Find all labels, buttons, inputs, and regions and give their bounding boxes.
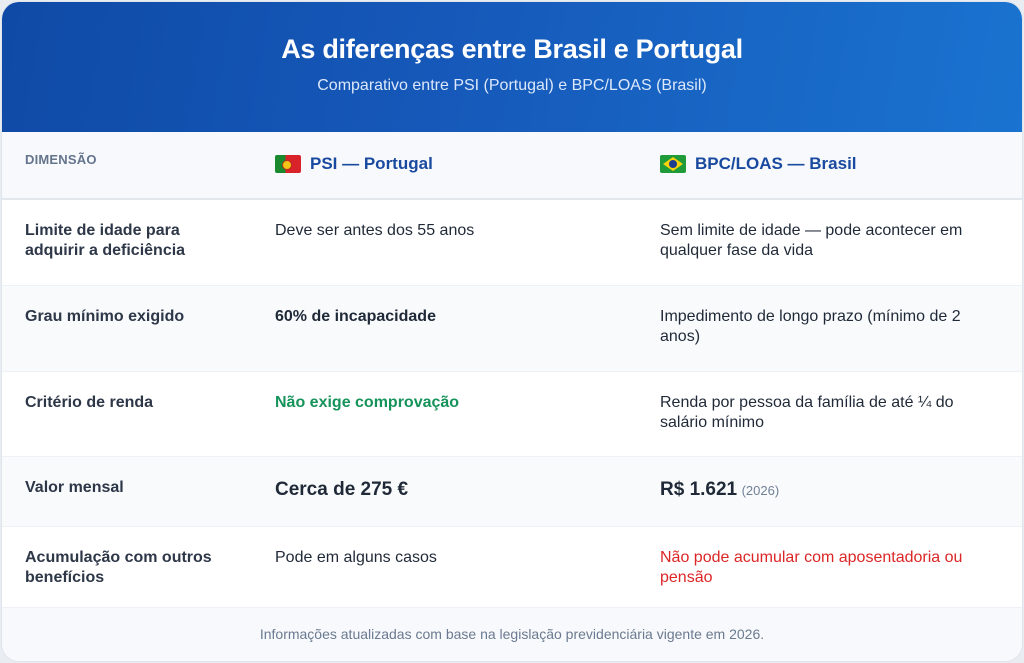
table-row-accumulation: Acumulação com outros benefícios Pode em… [2,527,1022,611]
row-brasil-value-group: R$ 1.621 (2026) [660,480,990,501]
brazil-flag-icon [660,155,686,173]
row-portugal-value: Deve ser antes dos 55 anos [275,222,475,239]
row-brasil-value: Renda por pessoa da família de até ¼ do … [660,394,954,431]
table-row-age-limit: Limite de idade para adquirir a deficiên… [2,200,1022,286]
row-brasil-value: Impedimento de longo prazo (mínimo de 2 … [660,308,961,345]
row-brasil-value: Não pode acumular com aposentadoria ou p… [660,549,963,586]
column-header-portugal-label: PSI — Portugal [310,154,433,173]
page-subtitle: Comparativo entre PSI (Portugal) e BPC/L… [317,77,707,94]
row-brasil-value: R$ 1.621 [660,479,738,500]
footer-note: Informações atualizadas com base na legi… [2,607,1022,661]
header-banner: As diferenças entre Brasil e Portugal Co… [2,2,1022,132]
row-dimension: Valor mensal [25,479,124,496]
row-dimension: Acumulação com outros benefícios [25,549,212,586]
row-portugal-value: 60% de incapacidade [275,308,436,325]
row-brasil-value: Sem limite de idade — pode acontecer em … [660,222,963,259]
portugal-flag-icon [275,155,301,173]
column-header-portugal: PSI — Portugal [275,154,433,174]
table-row-monthly-value: Valor mensal Cerca de 275 € R$ 1.621 (20… [2,457,1022,527]
column-header-dimension: DIMENSÃO [25,152,97,167]
row-portugal-value: Não exige comprovação [275,394,460,411]
table-row-income-criterion: Critério de renda Não exige comprovação … [2,372,1022,457]
column-header-brasil: BPC/LOAS — Brasil [660,154,990,174]
table-row-minimum-degree: Grau mínimo exigido 60% de incapacidade … [2,286,1022,372]
row-dimension: Limite de idade para adquirir a deficiên… [25,222,186,259]
table-header: DIMENSÃO PSI — Portugal BPC/LOAS — Brasi… [2,132,1022,200]
page-title: As diferenças entre Brasil e Portugal [281,34,743,64]
row-dimension: Grau mínimo exigido [25,308,185,325]
row-brasil-year-note: (2026) [741,483,780,498]
row-dimension: Critério de renda [25,394,154,411]
column-header-brasil-label: BPC/LOAS — Brasil [695,154,857,173]
row-portugal-value: Pode em alguns casos [275,549,437,566]
row-portugal-value: Cerca de 275 € [275,479,409,500]
